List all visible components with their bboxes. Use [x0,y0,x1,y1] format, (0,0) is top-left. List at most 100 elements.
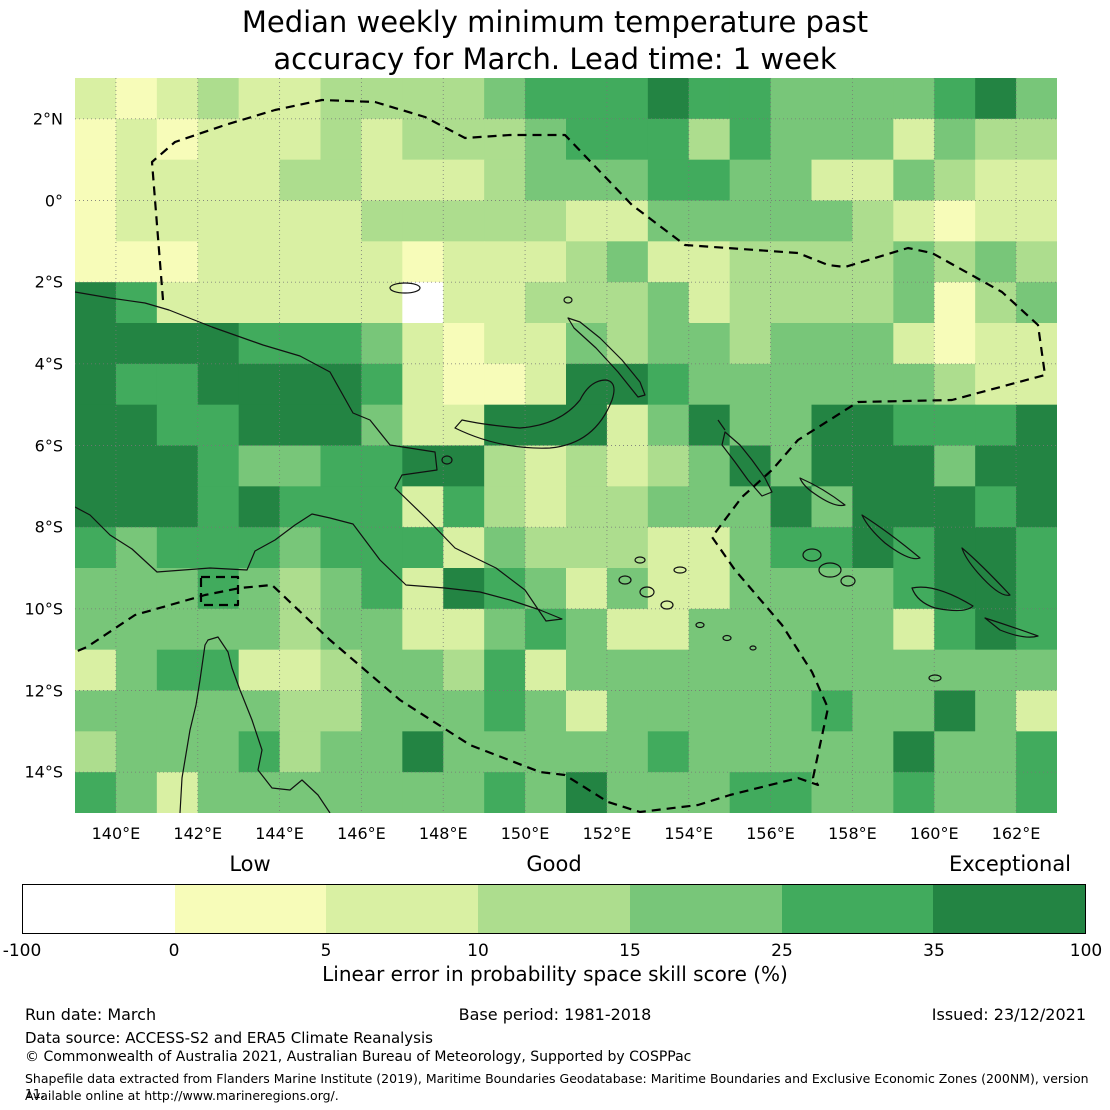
heatmap-cell [852,445,894,487]
heatmap-cell [566,282,608,324]
heatmap-cell [156,241,199,283]
heatmap-cell [893,159,935,201]
heatmap-cell [484,445,526,487]
heatmap-cell [688,323,731,365]
heatmap-cell [1016,772,1058,814]
heatmap-cell [975,527,1017,569]
island-guadalcanal [911,586,974,612]
lon-tick-label: 156°E [746,824,795,843]
heatmap-cell [647,608,690,651]
heatmap-cell [770,282,812,324]
heatmap-cell [647,649,690,691]
heatmap-cell [484,608,526,651]
heatmap-cell [811,323,853,365]
heatmap-cell [893,404,935,446]
heatmap-cell [606,282,649,324]
heatmap-cell [115,486,158,528]
lat-tick-label: 6°S [34,436,63,455]
heatmap-cell [893,690,935,732]
heatmap-cell [729,78,772,120]
heatmap-cell [852,568,894,610]
heatmap-cell [852,363,894,406]
heatmap-cell [688,486,731,528]
heatmap-cell [811,78,853,120]
heatmap-cell [525,363,567,406]
island-dentrecasteaux-3 [660,600,674,610]
heatmap-cell [525,241,567,283]
island-new-georgia-3 [840,575,856,587]
heatmap-cell [443,608,485,651]
heatmap-cell [893,445,935,487]
heatmap-cell [647,527,690,569]
map-area [74,78,1058,814]
heatmap-cell [566,323,608,365]
heatmap-cell [688,78,731,120]
heatmap-cell [688,282,731,324]
heatmap-cell [566,527,608,569]
island-new-georgia-1 [802,548,822,562]
colorbar-category-label: Low [229,852,271,876]
heatmap-cell [402,445,444,487]
colorbar [22,884,1086,934]
heatmap-cell [525,731,567,773]
heatmap-cell [770,78,812,120]
heatmap-cell [238,568,281,610]
island-rennell [928,674,942,682]
colorbar-tick-label: 5 [320,941,332,961]
heatmap-cell [484,200,526,242]
heatmap-cell [566,78,608,120]
heatmap-cell [361,323,403,365]
heatmap-cell [975,118,1017,161]
heatmap-cell [852,608,894,651]
heatmap-cell [279,649,321,691]
heatmap-cell [1016,118,1058,161]
heatmap-cell [975,78,1017,120]
heatmap-cell [1016,568,1058,610]
island-malaita [961,547,1011,596]
island-manus [389,282,421,294]
coastline-australia-cape-york [179,636,331,814]
heatmap-cell [238,527,281,569]
colorbar-segment [629,885,782,933]
heatmap-cell [156,772,199,814]
heatmap-cell [606,772,649,814]
heatmap-cell [1016,241,1058,283]
lon-tick-label: 150°E [500,824,550,843]
heatmap-cell [934,78,976,120]
eez-treaty-box [199,575,240,607]
heatmap-cell [238,118,281,161]
heatmap-cell [770,527,812,569]
heatmap-cell [770,608,812,651]
heatmap-cell [279,608,321,651]
heatmap-cell [975,772,1017,814]
heatmap-cell [811,363,853,406]
chart-title-line1: Median weekly minimum temperature past [241,5,869,39]
heatmap-cell [75,568,117,610]
lat-tick-label: 12°S [24,681,63,700]
colorbar-tick-label: 15 [619,941,641,961]
heatmap-cell [279,241,321,283]
heatmap-cell [525,200,567,242]
heatmap-cell [647,731,690,773]
heatmap-cell [770,363,812,406]
heatmap-cell [361,241,403,283]
heatmap-cell [115,363,158,406]
heatmap-cell [75,731,117,773]
island-woodlark [673,566,687,574]
heatmap-cell [279,690,321,732]
heatmap-cell [566,486,608,528]
heatmap-cell [443,200,485,242]
heatmap-cell [934,118,976,161]
heatmap-cell [75,772,117,814]
heatmap-cell [1016,282,1058,324]
heatmap-cell [811,404,853,446]
heatmap-cell [811,731,853,773]
heatmap-cell [279,159,321,201]
heatmap-cell [443,241,485,283]
heatmap-cell [934,568,976,610]
coastlines [74,282,1039,814]
heatmap-cell [484,690,526,732]
heatmap-cell [156,118,199,161]
heatmap-cell [115,241,158,283]
heatmap-cell [934,159,976,201]
